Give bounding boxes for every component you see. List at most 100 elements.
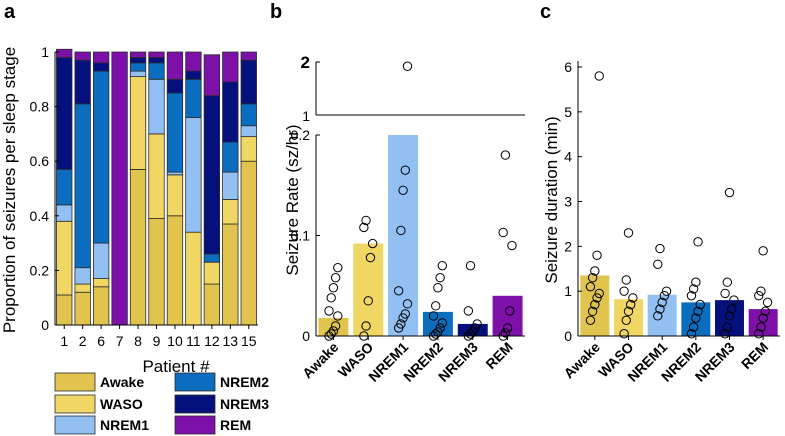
bar-segment-nrem2 — [222, 141, 239, 173]
y-tick-label: 3 — [564, 194, 572, 210]
data-point — [594, 288, 604, 299]
bar-segment-nrem1 — [56, 204, 73, 222]
bar-segment-rem — [222, 51, 239, 83]
bar-awake — [580, 275, 610, 336]
x-tick-label: 13 — [223, 333, 239, 349]
data-point — [431, 301, 441, 311]
bar-segment-nrem3 — [240, 59, 257, 105]
data-point — [402, 299, 413, 309]
y-tick-label: 0 — [41, 317, 49, 333]
bar-segment-rem — [148, 51, 165, 58]
panel-a-ylabel: Proportion of seizures per sleep stage — [0, 47, 19, 333]
x-tick-label: REM — [482, 339, 515, 372]
data-point — [653, 259, 663, 269]
data-point — [433, 283, 443, 293]
data-point — [585, 281, 596, 292]
x-tick-label: 12 — [204, 333, 220, 349]
x-tick-label: 2 — [79, 333, 87, 349]
data-point — [762, 297, 773, 308]
bar-segment-nrem2 — [56, 168, 73, 206]
bar-segment-rem — [56, 48, 73, 58]
legend-label-nrem1: NREM1 — [100, 417, 149, 433]
x-tick-label: Awake — [299, 339, 342, 382]
data-point — [396, 225, 406, 236]
bar-waso — [614, 299, 643, 336]
data-point — [695, 299, 705, 310]
bar-segment-awake — [166, 215, 184, 326]
data-point — [333, 311, 343, 321]
y-tick-label: 1 — [302, 108, 310, 124]
x-tick-label: 10 — [167, 333, 183, 349]
data-point — [619, 286, 629, 296]
bar-segment-nrem2 — [148, 62, 165, 80]
data-point — [465, 260, 476, 271]
bar-segment-waso — [74, 283, 91, 293]
y-tick-label: 0.2 — [30, 262, 50, 278]
bar-segment-rem — [203, 54, 221, 97]
data-point — [724, 187, 735, 198]
data-point — [365, 252, 376, 263]
legend-swatch-nrem3 — [174, 394, 216, 414]
data-point — [754, 290, 764, 301]
data-point — [659, 290, 670, 301]
panel-a: a Proportion of seizures per sleep stage… — [0, 1, 269, 435]
bar-segment-waso — [203, 261, 221, 285]
data-point — [619, 329, 629, 339]
data-point — [498, 227, 508, 238]
bar-segment-nrem3 — [166, 78, 184, 94]
data-point — [653, 311, 663, 321]
data-point — [691, 313, 701, 323]
bar-segment-waso — [92, 278, 110, 288]
data-point — [657, 297, 667, 308]
bar-segment-nrem2 — [74, 103, 91, 269]
bar-segment-waso — [148, 133, 165, 219]
bar-segment-nrem1 — [185, 117, 202, 233]
data-point — [661, 286, 672, 296]
bar-segment-waso — [129, 76, 147, 170]
bar-segment-nrem1 — [240, 125, 257, 138]
data-point — [655, 243, 665, 254]
bar-segment-rem — [166, 51, 184, 80]
panel-c: c Seizure duration (min) AwakeWASONREM1N… — [540, 1, 780, 385]
data-point — [623, 306, 634, 317]
panel-label-b: b — [270, 1, 282, 23]
bar-nrem3 — [715, 300, 744, 336]
data-point — [722, 322, 732, 332]
data-point — [720, 329, 730, 339]
data-point — [760, 306, 771, 317]
data-point — [587, 273, 598, 283]
data-point — [500, 150, 511, 160]
bar-segment-nrem3 — [185, 70, 202, 80]
data-point — [472, 319, 482, 329]
y-tick-label: 0.6 — [30, 153, 50, 169]
y-tick-label: 6 — [564, 59, 572, 75]
panel-b-ylabel: Seizure Rate (sz/hr) — [283, 124, 302, 275]
data-point — [720, 288, 730, 299]
data-point — [402, 61, 413, 71]
data-point — [363, 296, 373, 306]
legend-swatch-waso — [54, 394, 96, 414]
data-point — [724, 311, 735, 321]
data-point — [594, 71, 604, 81]
data-point — [324, 306, 334, 316]
bar-segment-nrem3 — [148, 57, 165, 64]
data-point — [756, 322, 766, 332]
panel-c-ylabel: Seizure duration (min) — [542, 116, 561, 283]
data-point — [688, 322, 699, 332]
data-point — [437, 318, 448, 328]
x-tick-label: 15 — [241, 333, 257, 349]
data-point — [626, 299, 636, 310]
x-tick-label: 7 — [116, 333, 124, 349]
data-point — [693, 237, 703, 247]
bar-segment-rem — [92, 51, 110, 64]
bar-segment-waso — [56, 220, 73, 296]
bar-segment-nrem1 — [74, 267, 91, 285]
data-point — [437, 260, 448, 271]
bar-segment-waso — [166, 174, 184, 217]
bar-segment-nrem1 — [129, 70, 147, 77]
x-tick-label: REM — [738, 339, 771, 372]
bar-waso — [353, 243, 384, 336]
panel-label-a: a — [4, 1, 16, 23]
data-point — [756, 286, 766, 296]
data-point — [428, 311, 439, 321]
